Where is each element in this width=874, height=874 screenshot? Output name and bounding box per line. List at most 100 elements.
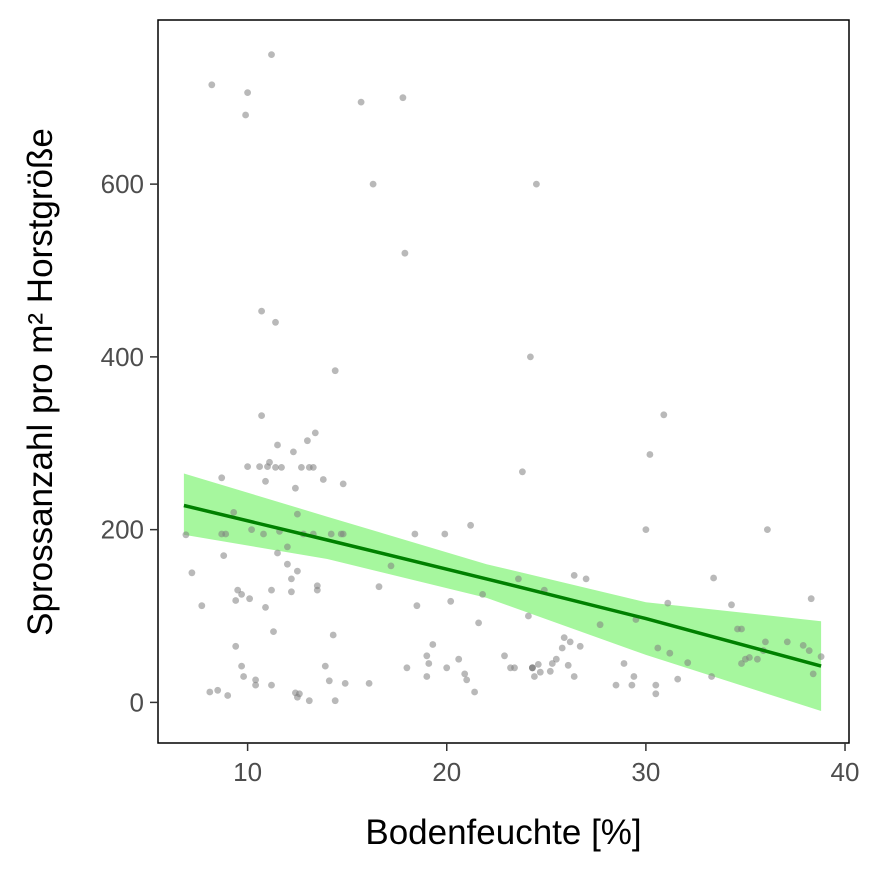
data-point — [746, 654, 753, 661]
data-point — [274, 441, 281, 449]
data-point — [375, 583, 383, 591]
data-point — [246, 595, 254, 603]
data-point — [387, 562, 395, 570]
data-point — [244, 463, 252, 470]
data-point — [274, 549, 281, 557]
data-point — [525, 612, 532, 620]
fit-line-layer — [183, 503, 822, 668]
data-point — [296, 690, 303, 698]
data-point — [298, 464, 305, 471]
data-points-layer — [182, 51, 825, 705]
data-point — [527, 353, 534, 361]
data-point — [628, 681, 636, 689]
data-point — [290, 448, 297, 456]
data-point — [256, 463, 263, 470]
data-point — [552, 655, 560, 663]
data-point — [467, 521, 474, 529]
data-point — [447, 597, 455, 605]
data-point — [268, 586, 275, 594]
data-point — [501, 652, 508, 660]
data-point — [284, 543, 291, 551]
data-point — [728, 601, 735, 609]
data-point — [570, 673, 578, 680]
data-point — [268, 681, 275, 689]
y-axis-title: Sprossanzahl pro m² Horstgröße — [21, 128, 60, 636]
data-point — [294, 567, 301, 575]
data-point — [443, 664, 451, 672]
data-point — [238, 591, 246, 598]
data-point — [511, 664, 518, 672]
data-point — [258, 307, 265, 315]
data-point — [531, 673, 538, 680]
data-point — [252, 676, 259, 684]
data-point — [248, 526, 256, 533]
data-point — [266, 458, 273, 466]
data-point — [783, 638, 791, 646]
data-point — [304, 437, 311, 445]
data-point — [809, 670, 817, 678]
y-tick-label: 400 — [101, 342, 144, 372]
data-point — [515, 575, 522, 583]
data-point — [244, 89, 252, 96]
data-point — [630, 673, 638, 680]
data-point — [548, 660, 556, 667]
x-axis-title: Bodenfeuchte [%] — [365, 813, 641, 852]
data-point — [278, 464, 285, 471]
data-point — [479, 591, 486, 598]
data-point — [232, 642, 240, 650]
data-point — [341, 680, 349, 687]
plot-frame — [157, 19, 850, 744]
data-point — [754, 655, 761, 663]
data-point — [570, 572, 578, 579]
y-tick-label: 0 — [130, 687, 144, 717]
data-point — [262, 604, 269, 611]
x-tick-label: 10 — [233, 757, 262, 787]
data-point — [284, 560, 291, 568]
data-point — [807, 595, 815, 603]
data-point — [805, 647, 813, 654]
x-axis-ticks: 10 20 30 40 — [233, 743, 859, 787]
data-point — [411, 530, 419, 538]
data-point — [224, 692, 232, 699]
data-point — [560, 634, 568, 641]
confidence-band — [183, 473, 822, 711]
data-point — [558, 644, 566, 652]
data-point — [188, 569, 196, 577]
data-point — [674, 675, 682, 683]
data-point — [399, 94, 407, 102]
data-point — [238, 662, 246, 670]
data-point — [272, 318, 279, 326]
data-point — [475, 619, 482, 627]
data-point — [684, 659, 692, 667]
data-point — [369, 180, 377, 188]
data-point — [232, 597, 240, 604]
data-point — [288, 588, 295, 596]
data-point — [576, 642, 584, 650]
data-point — [652, 681, 660, 689]
data-point — [534, 661, 542, 668]
data-point — [321, 662, 329, 670]
data-point — [325, 677, 333, 685]
data-point — [272, 464, 279, 471]
data-point — [566, 638, 574, 646]
data-point — [612, 681, 620, 689]
data-point — [305, 697, 313, 705]
data-point — [182, 531, 190, 539]
data-point — [471, 688, 478, 696]
y-axis-ticks: 0 200 400 600 — [101, 169, 158, 717]
data-point — [331, 367, 339, 375]
data-point — [214, 686, 222, 694]
data-point — [413, 602, 421, 610]
data-point — [461, 670, 469, 678]
data-point — [660, 411, 668, 419]
data-point — [260, 530, 267, 538]
data-point — [425, 660, 433, 667]
data-point — [799, 642, 807, 649]
data-point — [222, 530, 230, 538]
data-point — [331, 697, 339, 705]
data-point — [596, 621, 604, 629]
data-point — [240, 673, 248, 680]
data-point — [339, 530, 347, 538]
data-point — [327, 530, 335, 538]
data-point — [463, 676, 471, 684]
